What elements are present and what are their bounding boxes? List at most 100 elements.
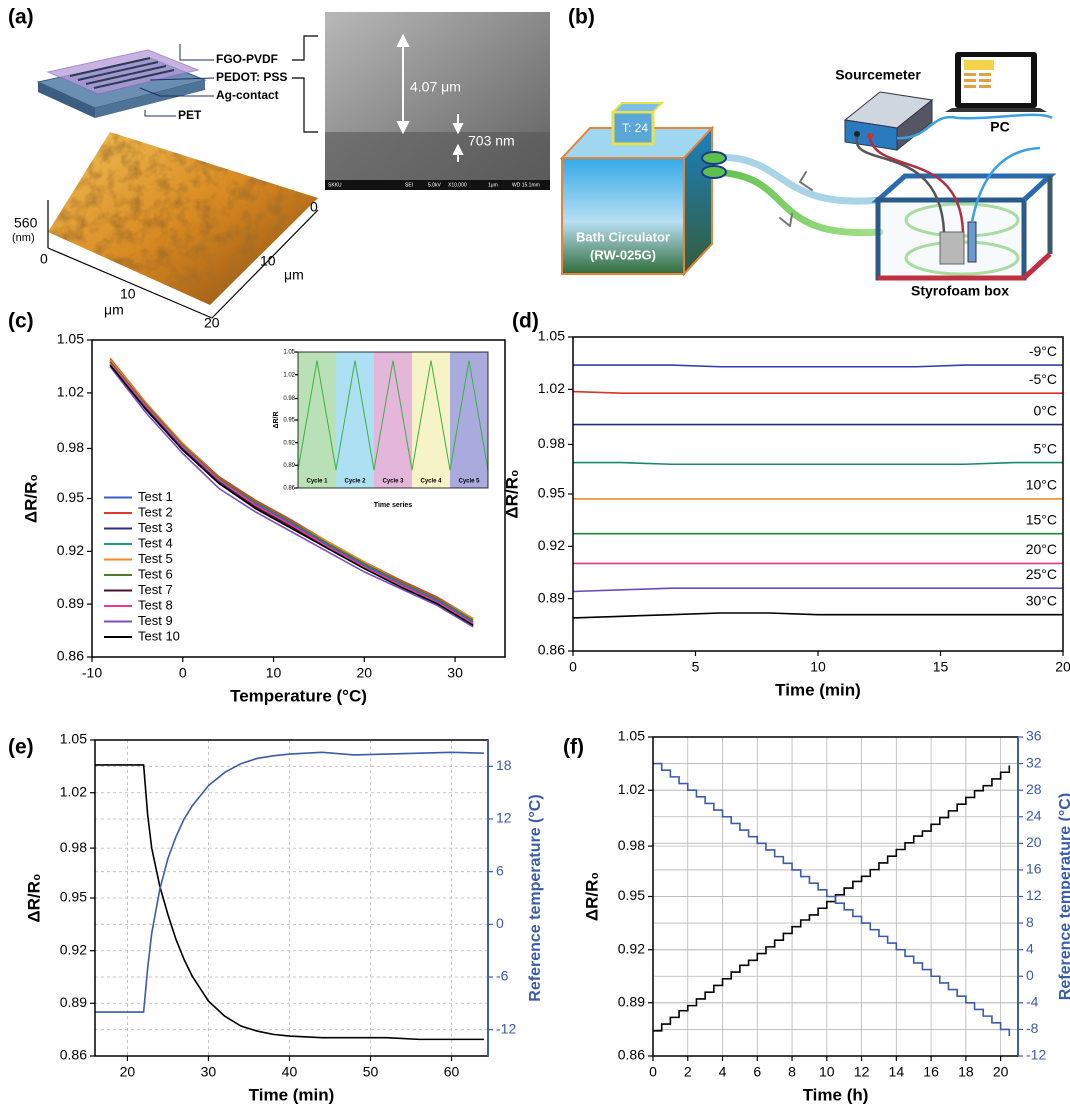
temperature-display: T: 24: [622, 121, 648, 135]
legend-label: Test 7: [138, 582, 173, 597]
series-label: 20°C: [1026, 541, 1057, 557]
sem-image: SKKU SEI 5.0kV X10,000 1μm WD 15.1mm 4.0…: [325, 12, 550, 190]
sem-info: SKKU: [328, 182, 342, 188]
tubes: [702, 152, 880, 233]
band-label: Cycle 2: [344, 479, 366, 485]
sem-substrate: [325, 132, 550, 180]
y-tick-label: 0.95: [57, 489, 84, 505]
sem-info: 5.0kV: [428, 182, 441, 188]
sourcemeter-label: Sourcemeter: [835, 67, 921, 83]
y-tick-label: 0.92: [60, 941, 87, 957]
y-axis-title: ΔR/R₀: [502, 469, 521, 518]
x-tick-label: 5: [692, 659, 700, 675]
series-line: [573, 392, 1063, 394]
series-label: 30°C: [1026, 592, 1057, 608]
y-axis-title: ΔR/R₀: [21, 474, 40, 523]
sem-info: SEI: [405, 182, 413, 188]
y2-tick-label: 16: [1026, 861, 1042, 877]
layer-label: Ag-contact: [216, 88, 279, 102]
z-max: 560: [14, 215, 38, 231]
x-tick-label: 30: [201, 1064, 217, 1080]
series-label: 0°C: [1034, 402, 1058, 418]
x-tick-label: 60: [444, 1064, 460, 1080]
x-tick-label: 20: [1055, 659, 1070, 675]
panel-label: (e): [8, 736, 34, 759]
band: [298, 352, 336, 488]
afm-y-tick: 0: [310, 199, 318, 215]
series-label: -5°C: [1029, 371, 1057, 387]
device-illustration: FGO-PVDF PEDOT: PSS Ag-contact PET: [38, 36, 318, 132]
pc-label: PC: [990, 119, 1009, 135]
afm-x-tick: 10: [120, 286, 136, 302]
legend-label: Test 1: [138, 489, 173, 504]
x-axis-title: Time (h): [803, 1085, 869, 1104]
y2-tick-label: 28: [1026, 781, 1042, 797]
y-tick-label: 0.86: [618, 1047, 645, 1063]
y-tick-label: 1.02: [60, 783, 87, 799]
y2-tick-label: 0: [496, 915, 504, 931]
series-line: [573, 588, 1063, 591]
band: [412, 352, 450, 488]
charts: -1001020300.860.890.920.950.981.021.05Te…: [8, 310, 1070, 1105]
y2-tick-label: 4: [1026, 940, 1034, 956]
x-tick-label: 50: [363, 1064, 379, 1080]
y2-tick-label: 0: [1026, 967, 1034, 983]
y-tick-label: 0.98: [60, 839, 87, 855]
series-label: 10°C: [1026, 477, 1057, 493]
band-label: Cycle 3: [382, 479, 404, 485]
y-tick-label: 1.05: [283, 350, 295, 356]
y2-axis-title: Reference temperature (°C): [1057, 793, 1070, 1000]
afm-x-tick: 0: [40, 251, 48, 267]
band: [374, 352, 412, 488]
y2-tick-label: -6: [496, 968, 509, 984]
y2-tick-label: -12: [1026, 1047, 1046, 1063]
afm-y-tick: 10: [260, 253, 276, 269]
x-axis-title: Time series: [374, 502, 413, 509]
y2-tick-label: 24: [1026, 807, 1042, 823]
x-tick-label: 0: [649, 1064, 657, 1080]
y-axis-title: ΔR/R: [273, 411, 280, 428]
y-tick-label: 0.92: [618, 940, 645, 956]
sem-info: 1μm: [488, 182, 498, 188]
x-tick-label: 10: [810, 659, 826, 675]
y-tick-label: 0.89: [538, 589, 565, 605]
legend-label: Test 6: [138, 566, 173, 581]
x-tick-label: -10: [82, 665, 102, 681]
x-axis-title: Time (min): [249, 1085, 335, 1104]
series-label: 5°C: [1034, 440, 1058, 456]
band-label: Cycle 1: [306, 479, 328, 485]
legend-label: Test 9: [138, 613, 173, 628]
y2-tick-label: -4: [1026, 994, 1039, 1010]
plot-frame: [95, 740, 488, 1056]
panel-label: (a): [8, 6, 34, 29]
y2-tick-label: -8: [1026, 1020, 1039, 1036]
page: (a) FGO-PVDF PEDOT: PSS Ag-contact PET: [0, 0, 1070, 1106]
y-tick-label: 1.02: [618, 781, 645, 797]
y-tick-label: 0.95: [618, 887, 645, 903]
layer-label: PEDOT: PSS: [216, 70, 287, 84]
panel-label: (c): [8, 310, 34, 333]
y2-tick-label: 20: [1026, 834, 1042, 850]
x-tick-label: 8: [788, 1064, 796, 1080]
x-tick-label: 40: [282, 1064, 298, 1080]
x-tick-label: 2: [684, 1064, 692, 1080]
afm-x-unit: μm: [104, 302, 124, 318]
band: [450, 352, 488, 488]
series-line: [573, 365, 1063, 367]
y-tick-label: 0.86: [538, 642, 565, 658]
x-tick-label: 30: [447, 665, 463, 681]
panel-b: (b) T: 24 Bath Circulator (RW-025G): [562, 6, 1052, 299]
x-tick-label: 0: [179, 665, 187, 681]
x-axis-title: Time (min): [775, 680, 861, 699]
legend-label: Test 8: [138, 597, 173, 612]
y2-axis-title: Reference temperature (°C): [527, 794, 544, 1001]
figure: (a) FGO-PVDF PEDOT: PSS Ag-contact PET: [0, 0, 1070, 1106]
z-unit: (nm): [12, 232, 35, 244]
y-tick-label: 0.86: [57, 648, 84, 664]
legend-label: Test 3: [138, 520, 173, 535]
y-tick-label: 0.86: [283, 486, 295, 492]
y-tick-label: 0.95: [60, 889, 87, 905]
afm-y-unit: μm: [284, 267, 304, 283]
x-tick-label: 0: [569, 659, 577, 675]
afm-texture: [48, 132, 318, 305]
